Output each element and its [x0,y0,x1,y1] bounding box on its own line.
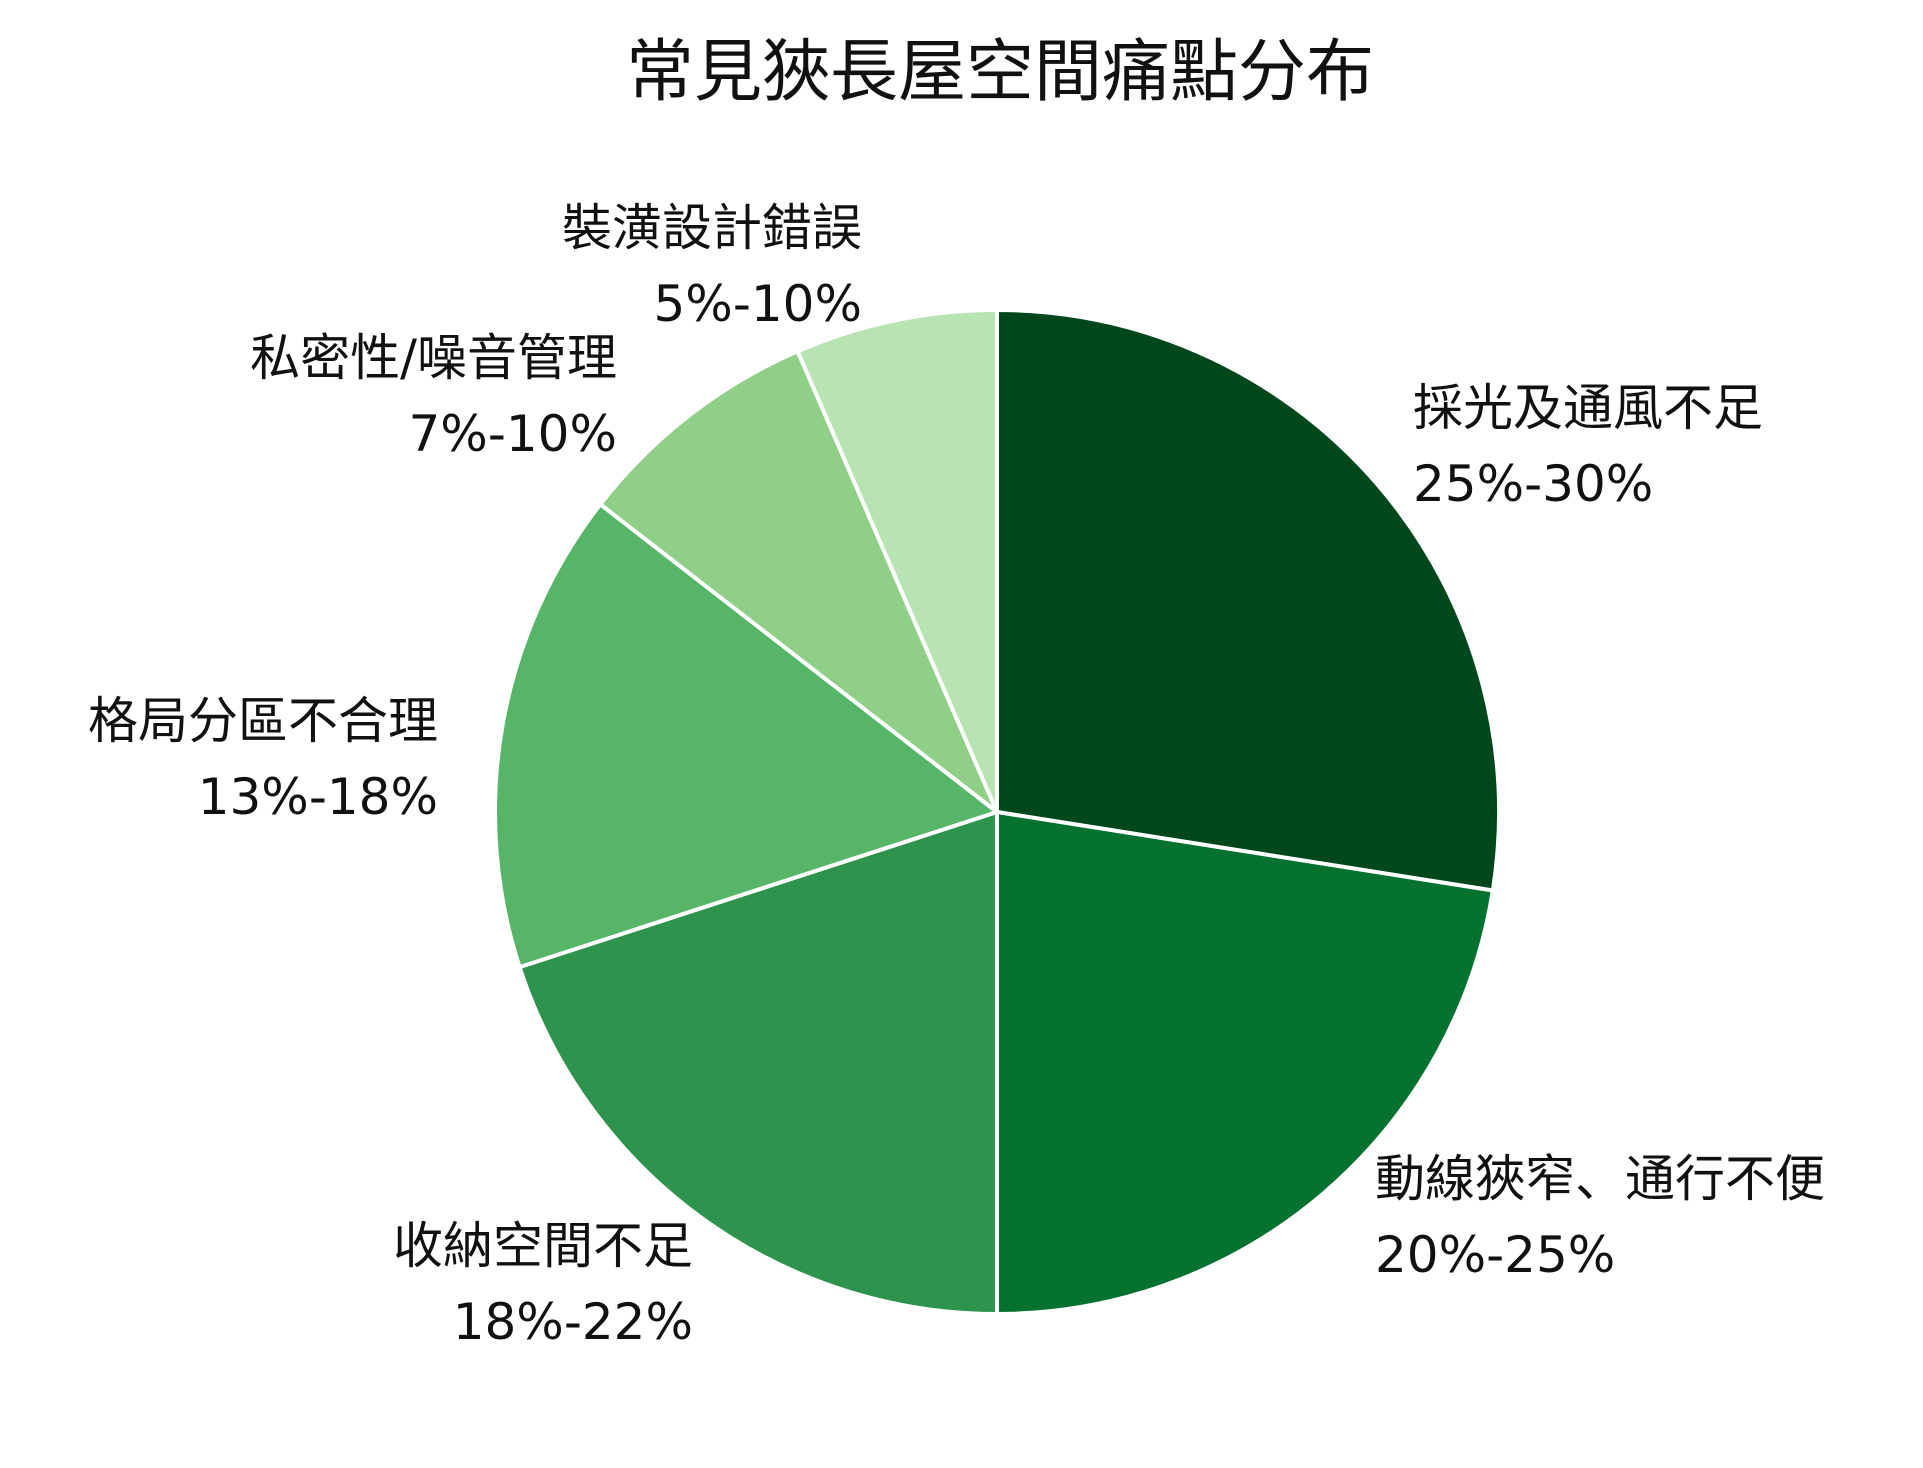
pie-slice [598,349,999,814]
slice-label: 動線狹窄、通行不便 [1375,1150,1825,1208]
pie-slice [995,810,1495,1316]
slice-range-label: 7%-10% [409,405,618,463]
slice-label: 採光及通風不足 [1413,379,1763,437]
slice-range-label: 18%-22% [453,1293,693,1351]
slice-range-label: 20%-25% [1375,1226,1615,1284]
pie-slice [995,308,1501,893]
slice-range-label: 5%-10% [654,275,863,333]
slice-range-label: 13%-18% [198,768,438,826]
slice-label: 收納空間不足 [393,1217,693,1275]
slice-label: 私密性/噪音管理 [250,329,617,387]
pie-labels: 採光及通風不足 25%-30% 動線狹窄、通行不便 20%-25% 收納空間不足 18%-… [88,199,1825,1351]
slice-label: 裝潢設計錯誤 [562,199,862,257]
pie-slice [493,502,999,970]
slice-range-label: 25%-30% [1413,455,1653,513]
slice-label: 格局分區不合理 [88,692,438,750]
pie-slice [517,810,999,1316]
chart-title: 常見狹長屋空間痛點分布 [626,33,1374,112]
pie-slices [493,308,1501,1316]
pie-slice [795,308,999,814]
